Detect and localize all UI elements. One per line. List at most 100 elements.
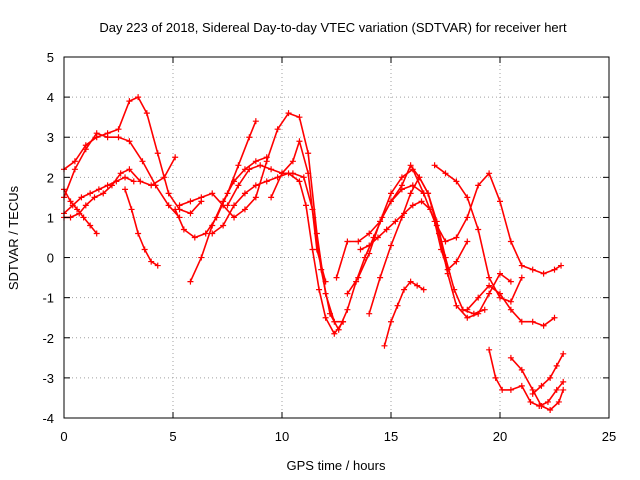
data-point	[529, 318, 536, 325]
data-point	[263, 178, 270, 185]
data-point	[366, 230, 373, 237]
y-axis-label: SDTVAR / TECUs	[6, 185, 21, 290]
data-point	[235, 162, 242, 169]
data-point	[394, 302, 401, 309]
data-point	[431, 162, 438, 169]
data-point	[560, 378, 567, 385]
data-point	[497, 290, 503, 297]
data-point	[268, 194, 275, 201]
y-tick-label: 4	[47, 90, 54, 105]
data-point	[560, 350, 567, 357]
data-point	[235, 182, 242, 189]
data-point	[475, 294, 482, 301]
data-point	[481, 306, 488, 313]
data-point	[71, 158, 78, 165]
plot-frame	[63, 56, 610, 419]
data-point	[486, 282, 493, 289]
data-point	[414, 282, 421, 289]
data-point	[122, 186, 129, 193]
data-point	[128, 206, 135, 213]
data-point	[464, 194, 471, 201]
data-point	[453, 234, 460, 241]
data-point	[309, 206, 316, 213]
data-point	[538, 382, 545, 389]
data-point	[540, 322, 547, 329]
data-point	[93, 130, 100, 137]
data-point	[560, 386, 567, 393]
data-point	[444, 270, 451, 277]
data-point	[507, 298, 514, 305]
data-point	[377, 218, 384, 225]
data-point	[165, 202, 172, 209]
data-point	[252, 158, 259, 165]
data-point	[357, 246, 364, 253]
data-point	[326, 310, 333, 317]
data-point	[553, 362, 560, 369]
y-tick-label: 0	[47, 251, 54, 266]
data-point	[435, 230, 442, 237]
axis-ticks: 0 5 10 15 20 25 -4 -3 -2 -1 0 1 2 3 4 5	[42, 50, 616, 444]
data-point	[497, 198, 503, 205]
series-sat-d	[63, 188, 98, 235]
data-point	[507, 278, 514, 285]
data-point	[161, 174, 168, 181]
data-point	[263, 158, 270, 165]
series-sat-l	[270, 172, 425, 331]
data-point	[87, 222, 94, 229]
data-point	[464, 314, 471, 321]
data-point	[453, 302, 460, 309]
data-point	[165, 190, 172, 197]
data-point	[126, 166, 133, 173]
data-point	[209, 190, 216, 197]
data-point	[252, 182, 259, 189]
data-point	[130, 178, 137, 185]
data-point	[464, 214, 471, 221]
data-point	[475, 182, 482, 189]
data-point	[420, 286, 427, 293]
data-point	[126, 138, 133, 145]
data-point	[289, 158, 296, 165]
data-point	[187, 210, 194, 217]
data-point	[135, 230, 142, 237]
data-point	[82, 202, 89, 209]
y-tick-label: -2	[42, 331, 54, 346]
data-point	[69, 202, 76, 209]
data-point	[486, 274, 493, 281]
data-point	[377, 274, 384, 281]
data-point	[416, 174, 423, 181]
data-point	[453, 178, 460, 185]
data-point	[331, 330, 338, 337]
data-point	[187, 198, 194, 205]
data-point	[453, 258, 460, 265]
data-point	[137, 178, 144, 185]
data-point	[78, 194, 85, 201]
data-point	[507, 306, 514, 313]
x-tick-label: 20	[493, 429, 507, 444]
data-point	[100, 190, 107, 197]
data-point	[558, 262, 565, 269]
data-point	[231, 202, 238, 209]
series-sat-a	[63, 96, 203, 215]
data-point	[344, 290, 351, 297]
data-point	[296, 114, 303, 121]
data-point	[231, 214, 238, 221]
data-point	[538, 402, 545, 409]
data-point	[551, 266, 558, 273]
data-point	[154, 150, 161, 157]
data-point	[383, 226, 390, 233]
data-point	[355, 274, 362, 281]
data-point	[143, 110, 150, 117]
data-point	[285, 110, 292, 117]
series-sat-m	[335, 164, 486, 315]
data-point	[148, 258, 155, 265]
series-sat-f	[124, 188, 159, 267]
data-point	[527, 398, 534, 405]
data-point	[296, 138, 303, 145]
data-point	[547, 374, 554, 381]
data-point	[355, 238, 362, 245]
y-tick-label: 3	[47, 130, 54, 145]
data-point	[104, 134, 111, 141]
data-point	[252, 194, 259, 201]
data-point	[71, 166, 78, 173]
y-tick-label: 5	[47, 50, 54, 65]
